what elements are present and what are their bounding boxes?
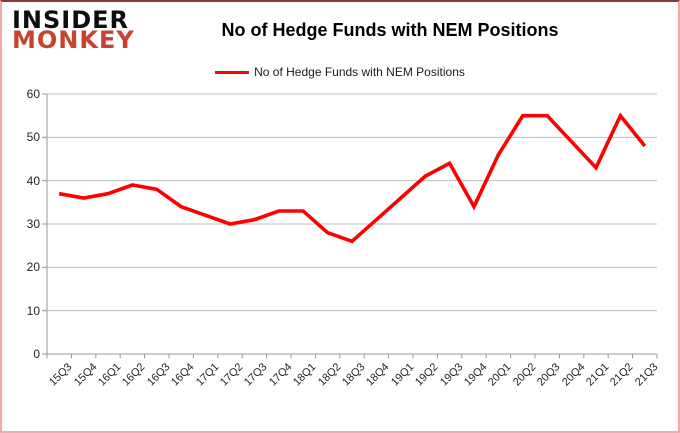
chart-title: No of Hedge Funds with NEM Positions xyxy=(221,20,559,40)
logo-word-monkey: MONKEY xyxy=(12,26,135,55)
y-axis-label-30: 30 xyxy=(26,217,40,231)
y-axis-label-60: 60 xyxy=(26,87,40,101)
y-axis-label-40: 40 xyxy=(26,173,40,188)
y-axis-label-20: 20 xyxy=(26,260,40,275)
legend-line-swatch xyxy=(215,70,250,74)
y-axis-label-0: 0 xyxy=(33,347,40,361)
series-line-nem xyxy=(58,112,647,244)
y-axis-label-10: 10 xyxy=(26,303,40,318)
legend-label: No of Hedge Funds with NEM Positions xyxy=(254,65,465,79)
logo-word-insider: INSIDER xyxy=(12,6,130,34)
insider-monkey-logo: INSIDER MONKEY xyxy=(12,6,135,55)
chart-legend: No of Hedge Funds with NEM Positions xyxy=(2,64,678,80)
y-axis-label-50: 50 xyxy=(26,130,40,145)
